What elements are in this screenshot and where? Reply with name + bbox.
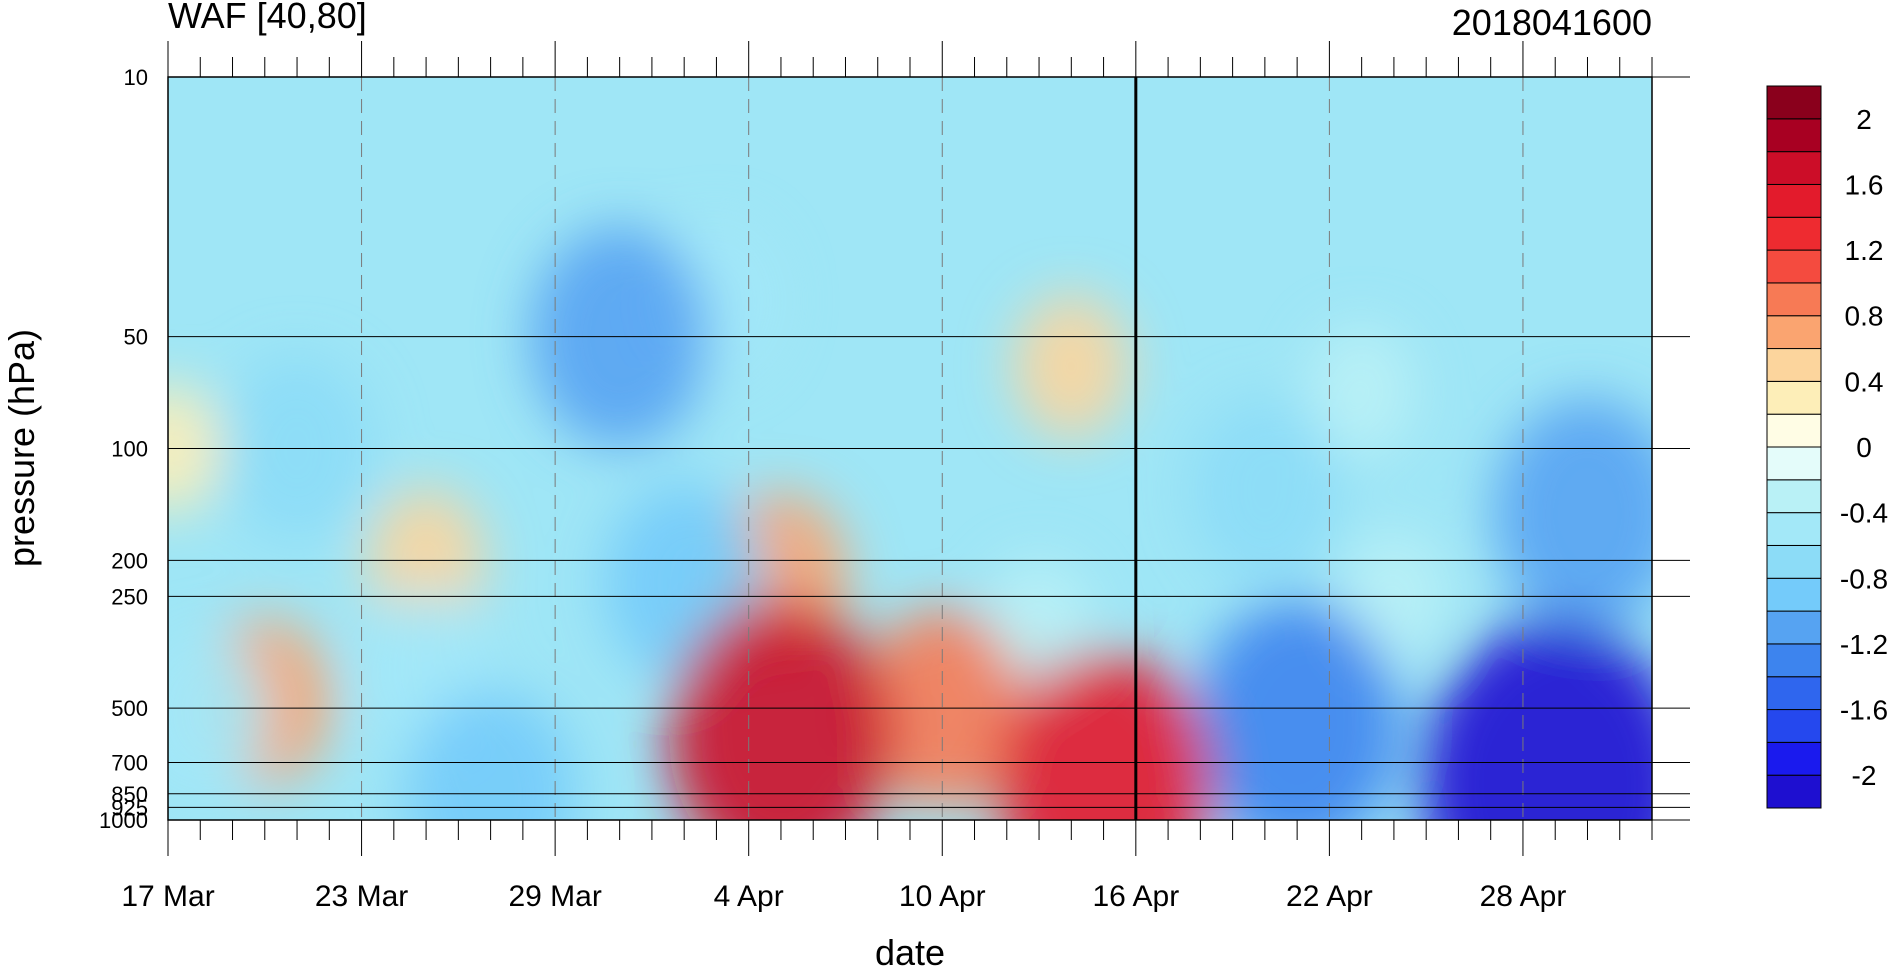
colorbar-label-8: -1.2 [1840, 629, 1888, 660]
x-tick-label-7: 28 Apr [1480, 880, 1567, 913]
colorbar-label-6: -0.4 [1840, 498, 1888, 529]
field-feature-20 [668, 599, 893, 820]
y-tick-label-1: 50 [124, 325, 148, 350]
colorbar-box-12 [1766, 380, 1822, 415]
colorbar-box-15 [1766, 282, 1822, 317]
colorbar-box-0 [1766, 774, 1822, 809]
colorbar-label-1: 1.6 [1845, 169, 1884, 200]
field-feature-3 [1308, 324, 1416, 458]
colorbar-box-18 [1766, 183, 1822, 218]
colorbar-box-16 [1766, 249, 1822, 284]
colorbar-label-0: 2 [1856, 104, 1872, 135]
colorbar-box-20 [1766, 118, 1822, 153]
field-feature-18 [1194, 599, 1401, 820]
y-tick-label-6: 700 [111, 750, 148, 775]
colorbar-label-3: 0.8 [1845, 301, 1884, 332]
colorbar [1766, 85, 1822, 809]
x-tick-label-4: 10 Apr [899, 880, 986, 913]
y-tick-label-5: 500 [111, 696, 148, 721]
colorbar-box-17 [1766, 216, 1822, 251]
colorbar-label-2: 1.2 [1845, 235, 1884, 266]
x-tick-label-6: 22 Apr [1286, 880, 1373, 913]
x-axis-label: date [875, 932, 945, 968]
y-tick-label-2: 100 [111, 437, 148, 462]
colorbar-box-4 [1766, 643, 1822, 678]
x-tick-label-1: 23 Mar [315, 880, 408, 913]
colorbar-box-11 [1766, 413, 1822, 448]
colorbar-box-3 [1766, 676, 1822, 711]
y-axis-label: pressure (hPa) [1, 329, 42, 567]
field-feature-21 [1420, 618, 1652, 820]
x-tick-label-3: 4 Apr [714, 880, 784, 913]
chart-title-right: 2018041600 [1452, 2, 1652, 43]
colorbar-box-19 [1766, 151, 1822, 185]
y-tick-label-0: 10 [124, 65, 148, 90]
y-tick-label-3: 200 [111, 548, 148, 573]
colorbar-box-13 [1766, 348, 1822, 382]
x-axis-ticks [167, 41, 1653, 856]
field-feature-11 [1188, 396, 1341, 585]
y-tick-label-4: 250 [111, 584, 148, 609]
colorbar-box-2 [1766, 709, 1822, 743]
field-feature-15 [405, 688, 576, 820]
colorbar-label-10: -2 [1852, 760, 1877, 791]
x-tick-label-0: 17 Mar [121, 880, 214, 913]
colorbar-box-7 [1766, 544, 1822, 579]
colorbar-box-1 [1766, 741, 1822, 776]
chart-title-left: WAF [40,80] [168, 0, 367, 36]
y-tick-label-8: 925 [111, 795, 148, 820]
x-tick-label-5: 16 Apr [1092, 880, 1179, 913]
x-axis-tick-labels: 17 Mar 23 Mar 29 Mar 4 Apr 10 Apr 16 Apr 22 Ap… [121, 880, 1566, 913]
colorbar-box-6 [1766, 577, 1822, 612]
field-feature-10 [168, 631, 268, 798]
field-feature-4 [1013, 294, 1130, 439]
y-tick-label-9: 1000 [99, 808, 148, 833]
colorbar-box-10 [1766, 446, 1822, 481]
colorbar-box-14 [1766, 315, 1822, 350]
field-feature-1 [985, 559, 1093, 693]
colorbar-box-5 [1766, 610, 1822, 645]
colorbar-box-9 [1766, 479, 1822, 514]
colorbar-label-5: 0 [1856, 432, 1872, 463]
field-feature-17 [1493, 397, 1652, 630]
colorbar-label-7: -0.8 [1840, 563, 1888, 594]
colorbar-box-21 [1766, 85, 1822, 120]
plot-area [168, 77, 1652, 820]
x-tick-label-2: 29 Mar [508, 880, 601, 913]
y-tick-label-7: 850 [111, 782, 148, 807]
colorbar-box-8 [1766, 512, 1822, 546]
colorbar-label-4: 0.4 [1845, 366, 1884, 397]
field-feature-19 [996, 651, 1212, 820]
colorbar-tick-labels: 2 1.6 1.2 0.8 0.4 0 -0.4 -0.8 -1.2 -1.6 -2 [1840, 104, 1888, 791]
colorbar-label-9: -1.6 [1840, 695, 1888, 726]
